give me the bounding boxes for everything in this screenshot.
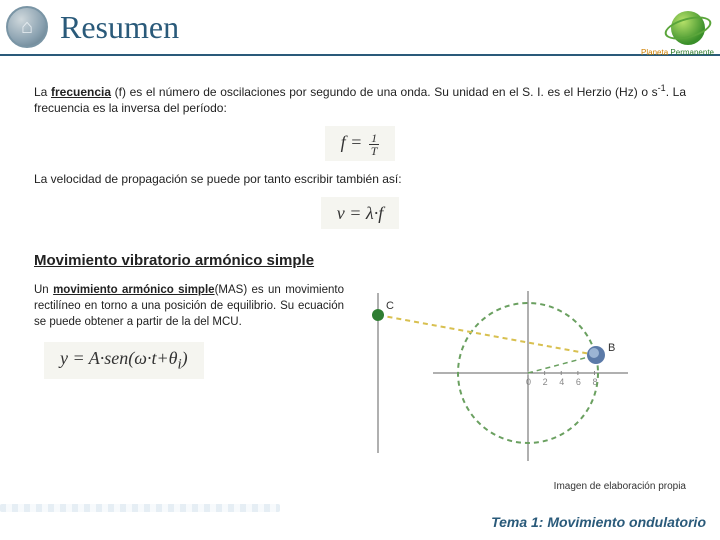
brand-text: Planeta Permanente bbox=[641, 48, 714, 57]
column-figure: 02468BC bbox=[358, 283, 686, 463]
text: La bbox=[34, 85, 51, 99]
text: Un bbox=[34, 284, 53, 296]
formula-velocity: v = λ·f bbox=[321, 197, 399, 229]
page-title: Resumen bbox=[60, 9, 179, 46]
footer-decoration bbox=[0, 504, 280, 512]
paragraph-frequency: La frecuencia (f) es el número de oscila… bbox=[34, 82, 686, 116]
formula-lhs: f = bbox=[341, 132, 367, 152]
superscript: -1 bbox=[658, 83, 666, 93]
footer-topic: Tema 1: Movimiento ondulatorio bbox=[491, 514, 706, 530]
svg-text:2: 2 bbox=[543, 377, 548, 387]
shm-diagram: 02468BC bbox=[358, 283, 658, 463]
fraction: 1T bbox=[369, 132, 380, 157]
svg-text:6: 6 bbox=[576, 377, 581, 387]
section-icon: ⌂ bbox=[6, 6, 48, 48]
figure-caption: Imagen de elaboración propia bbox=[554, 481, 686, 492]
slide-header: ⌂ Resumen Planeta Permanente bbox=[0, 0, 720, 56]
svg-text:4: 4 bbox=[559, 377, 564, 387]
term-frecuencia: frecuencia bbox=[51, 85, 111, 99]
formula-frequency: f = 1T bbox=[325, 126, 396, 160]
brand-logo bbox=[666, 6, 710, 50]
svg-text:C: C bbox=[386, 300, 394, 312]
two-column: Un movimiento armónico simple(MAS) es un… bbox=[34, 283, 686, 463]
paragraph-velocity: La velocidad de propagación se puede por… bbox=[34, 171, 686, 187]
brand-word-a: Planeta bbox=[641, 48, 668, 57]
numerator: 1 bbox=[369, 132, 380, 145]
formula-text: y = A·sen(ω·t+θ bbox=[60, 348, 178, 368]
brand-word-b: Permanente bbox=[670, 48, 714, 57]
svg-text:B: B bbox=[608, 342, 615, 354]
section-heading: Movimiento vibratorio armónico simple bbox=[34, 251, 686, 271]
paragraph-mas: Un movimiento armónico simple(MAS) es un… bbox=[34, 283, 344, 330]
text: (f) es el número de oscilaciones por seg… bbox=[111, 85, 658, 99]
denominator: T bbox=[369, 145, 380, 157]
section-icon-glyph: ⌂ bbox=[21, 16, 33, 39]
content-area: La frecuencia (f) es el número de oscila… bbox=[0, 56, 720, 463]
term-mas: movimiento armónico simple bbox=[53, 284, 214, 296]
formula-tail: ) bbox=[182, 348, 188, 368]
svg-text:0: 0 bbox=[526, 377, 531, 387]
column-text: Un movimiento armónico simple(MAS) es un… bbox=[34, 283, 344, 463]
formula-mas: y = A·sen(ω·t+θi) bbox=[44, 342, 204, 379]
